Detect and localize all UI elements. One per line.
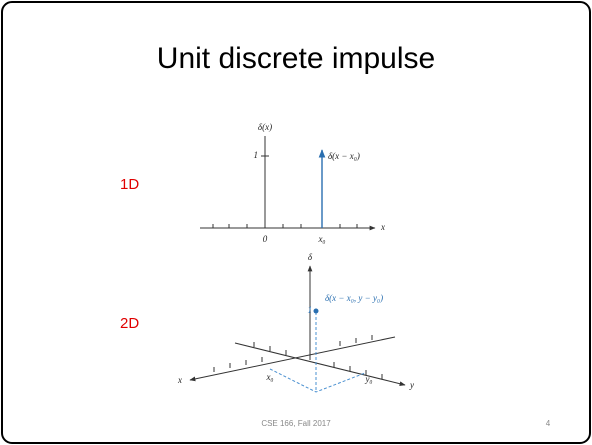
impulse-label: δ(x − x₀, y − y₀) bbox=[325, 293, 383, 303]
unit-label: 1 bbox=[254, 150, 259, 160]
axis-label: x bbox=[177, 375, 182, 385]
impulse-point bbox=[313, 308, 319, 314]
impulse-label: δ(x − x₀) bbox=[328, 151, 360, 161]
label-2d: 2D bbox=[120, 315, 139, 332]
axis-label: x bbox=[380, 222, 385, 232]
y-axis bbox=[234, 342, 406, 387]
axis-label: δ bbox=[308, 252, 313, 262]
x-axis bbox=[189, 336, 396, 382]
label-1d: 1D bbox=[120, 176, 139, 193]
origin-label: 0 bbox=[263, 234, 268, 244]
x0-label: x₀ bbox=[265, 372, 273, 382]
x0-label: x₀ bbox=[317, 234, 325, 244]
page-number: 4 bbox=[546, 419, 551, 428]
diagram-1d: δ(x) 1 δ(x − x₀) 0 x₀ x bbox=[200, 122, 385, 244]
diagram-2d: δ δ(x − x₀, y − y₀) 1 x y x₀ y₀ bbox=[177, 252, 414, 393]
footer: CSE 166, Fall 2017 bbox=[261, 419, 331, 428]
ticks bbox=[212, 224, 358, 228]
axis-label: y bbox=[409, 380, 414, 390]
slide-title: Unit discrete impulse bbox=[157, 42, 435, 75]
ticks bbox=[213, 335, 383, 379]
unit-label: 1 bbox=[308, 305, 313, 315]
axis-label: δ(x) bbox=[258, 122, 272, 132]
projection bbox=[269, 368, 366, 393]
y0-label: y₀ bbox=[364, 374, 372, 384]
